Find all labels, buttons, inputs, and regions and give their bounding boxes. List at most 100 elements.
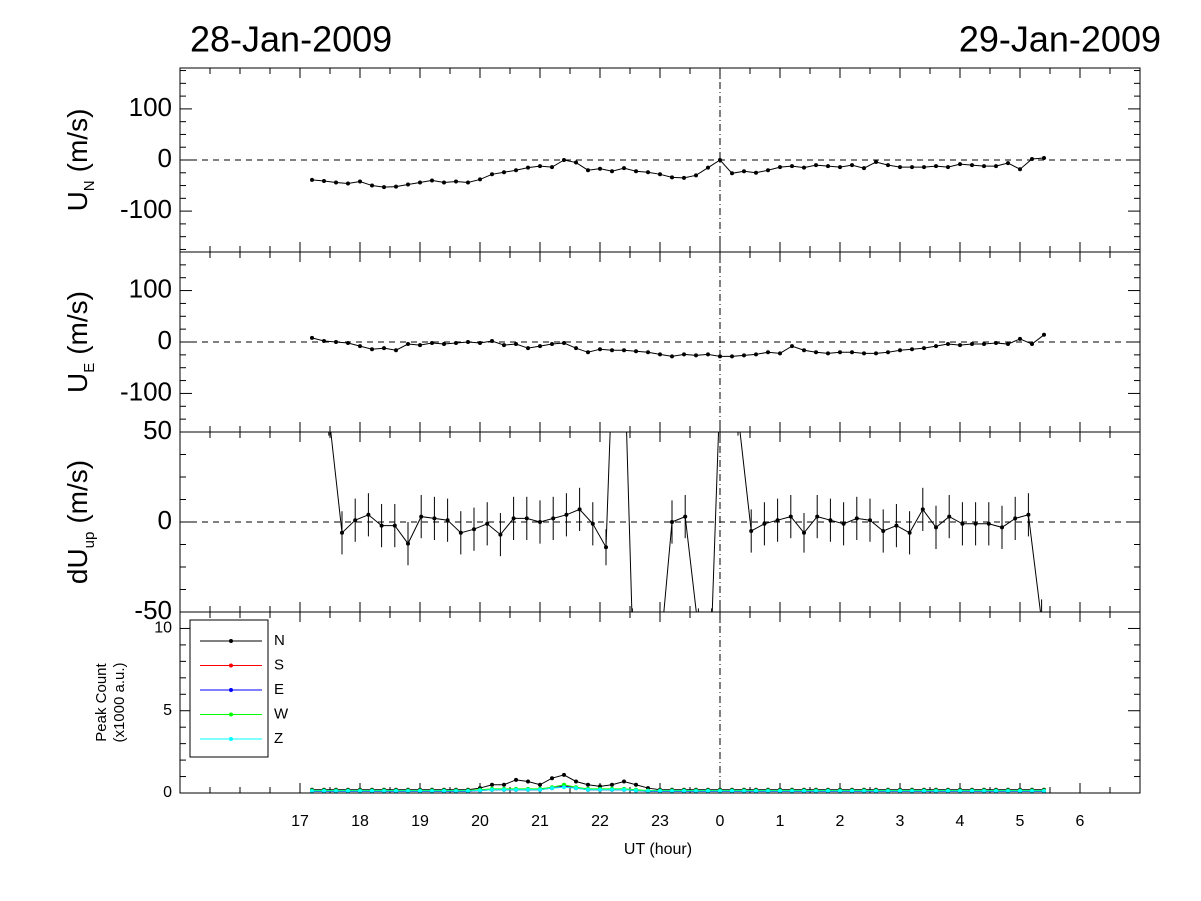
- data-point: [970, 163, 974, 168]
- data-point: [826, 164, 830, 169]
- x-tick-label: 22: [591, 813, 609, 830]
- data-point: [514, 777, 518, 782]
- data-point: [958, 789, 962, 793]
- data-point: [826, 789, 830, 793]
- data-point: [886, 163, 890, 168]
- data-point: [358, 179, 362, 184]
- data-point: [466, 340, 470, 344]
- data-point: [562, 772, 566, 777]
- data-point: [586, 782, 590, 787]
- data-point: [634, 349, 638, 354]
- data-point: [502, 343, 506, 348]
- data-point: [1006, 161, 1010, 166]
- y-label-sub: N: [81, 180, 98, 191]
- data-point: [874, 160, 878, 165]
- data-point: [610, 348, 614, 353]
- data-point: [1042, 789, 1046, 793]
- data-point: [334, 789, 338, 793]
- data-point: [562, 158, 566, 162]
- y-label-unit: (m/s): [62, 291, 93, 355]
- x-tick-label: 18: [351, 813, 369, 830]
- data-point: [946, 342, 950, 347]
- data-point: [598, 166, 602, 171]
- data-point: [346, 181, 350, 186]
- y-tick-label: 100: [129, 92, 172, 122]
- data-point: [370, 347, 374, 352]
- data-point: [379, 523, 384, 528]
- data-point: [406, 789, 410, 793]
- data-point: [646, 350, 650, 355]
- x-tick-label: 19: [411, 813, 429, 830]
- data-point: [670, 789, 674, 793]
- data-point: [1006, 789, 1010, 793]
- data-point: [802, 789, 806, 793]
- data-point: [828, 518, 833, 523]
- data-point: [406, 182, 410, 187]
- data-point: [1042, 332, 1046, 337]
- data-point: [802, 165, 806, 170]
- data-point: [718, 789, 722, 793]
- data-point: [730, 354, 734, 359]
- data-point: [682, 175, 686, 180]
- data-point: [730, 789, 734, 793]
- data-point: [346, 789, 350, 793]
- data-point: [694, 173, 698, 178]
- data-point: [370, 183, 374, 188]
- y-label-main: U: [62, 191, 93, 211]
- data-point: [442, 180, 446, 185]
- data-point: [658, 352, 662, 357]
- data-point: [550, 776, 554, 781]
- data-point: [749, 529, 754, 533]
- data-point: [838, 165, 842, 170]
- data-point: [778, 351, 782, 356]
- data-point: [682, 352, 686, 357]
- data-point: [742, 789, 746, 793]
- data-point: [382, 346, 386, 351]
- data-point: [1006, 342, 1010, 347]
- data-point: [370, 789, 374, 793]
- data-point: [986, 521, 991, 526]
- data-point: [850, 163, 854, 168]
- data-point: [526, 787, 530, 792]
- data-point: [622, 779, 626, 784]
- data-point: [551, 516, 556, 521]
- data-point: [788, 514, 793, 519]
- data-point: [498, 532, 503, 537]
- data-point: [982, 342, 986, 347]
- plot-area: [310, 332, 1046, 359]
- x-tick-label: 17: [291, 813, 309, 830]
- data-point: [454, 179, 458, 184]
- y-tick-label: 100: [129, 273, 172, 303]
- data-point: [886, 789, 890, 793]
- x-tick-label: 2: [836, 813, 845, 830]
- data-point: [586, 168, 590, 173]
- data-line: [311, 334, 1045, 357]
- plot-area: [310, 772, 1046, 793]
- data-point: [754, 170, 758, 175]
- data-point: [862, 351, 866, 356]
- y-axis-label: UN (m/s): [62, 109, 98, 212]
- data-point: [970, 342, 974, 347]
- data-point: [1026, 512, 1031, 517]
- data-point: [622, 787, 626, 792]
- data-point: [775, 518, 780, 523]
- data-point: [706, 789, 710, 793]
- data-point: [910, 347, 914, 352]
- data-point: [634, 782, 638, 787]
- data-point: [419, 514, 424, 519]
- data-point: [634, 169, 638, 174]
- data-point: [432, 516, 437, 521]
- data-point: [310, 177, 314, 182]
- data-point: [742, 169, 746, 174]
- data-point: [526, 346, 530, 351]
- data-point: [946, 165, 950, 170]
- data-point: [920, 507, 925, 512]
- data-point: [394, 184, 398, 189]
- data-point: [754, 789, 758, 793]
- data-point: [526, 165, 530, 170]
- data-point: [898, 348, 902, 353]
- data-point: [970, 789, 974, 793]
- data-point: [511, 516, 516, 521]
- data-point: [466, 180, 470, 185]
- legend-label: Z: [274, 730, 283, 747]
